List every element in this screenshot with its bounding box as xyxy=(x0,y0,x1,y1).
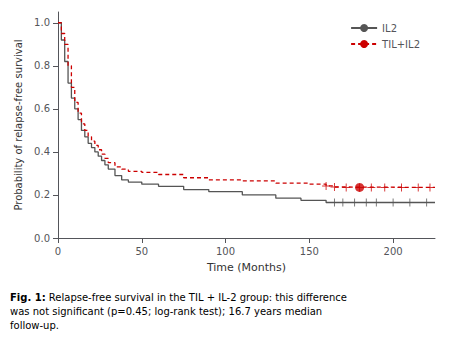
svg-text:Probability of relapse-free su: Probability of relapse-free survival xyxy=(13,39,24,210)
svg-text:was not significant (p=0.45; l: was not significant (p=0.45; log-rank te… xyxy=(10,306,325,317)
svg-text:Fig. 1:: Fig. 1: xyxy=(10,292,46,303)
svg-text:0.2: 0.2 xyxy=(34,189,50,200)
svg-text:100: 100 xyxy=(216,246,235,257)
svg-text:follow-up.: follow-up. xyxy=(10,320,59,331)
svg-text:TIL+IL2: TIL+IL2 xyxy=(381,39,420,50)
svg-text:1.0: 1.0 xyxy=(34,17,50,28)
svg-text:0.6: 0.6 xyxy=(34,103,50,114)
svg-text:0: 0 xyxy=(55,246,61,257)
svg-text:IL2: IL2 xyxy=(382,23,397,34)
svg-text:Relapse-free survival in the T: Relapse-free survival in the TIL + IL-2 … xyxy=(46,292,350,303)
svg-text:150: 150 xyxy=(300,246,319,257)
svg-text:50: 50 xyxy=(135,246,148,257)
svg-text:200: 200 xyxy=(384,246,403,257)
svg-text:0.0: 0.0 xyxy=(34,233,50,244)
svg-text:0.4: 0.4 xyxy=(34,146,50,157)
svg-text:Time (Months): Time (Months) xyxy=(206,261,286,274)
svg-text:0.8: 0.8 xyxy=(34,60,50,71)
